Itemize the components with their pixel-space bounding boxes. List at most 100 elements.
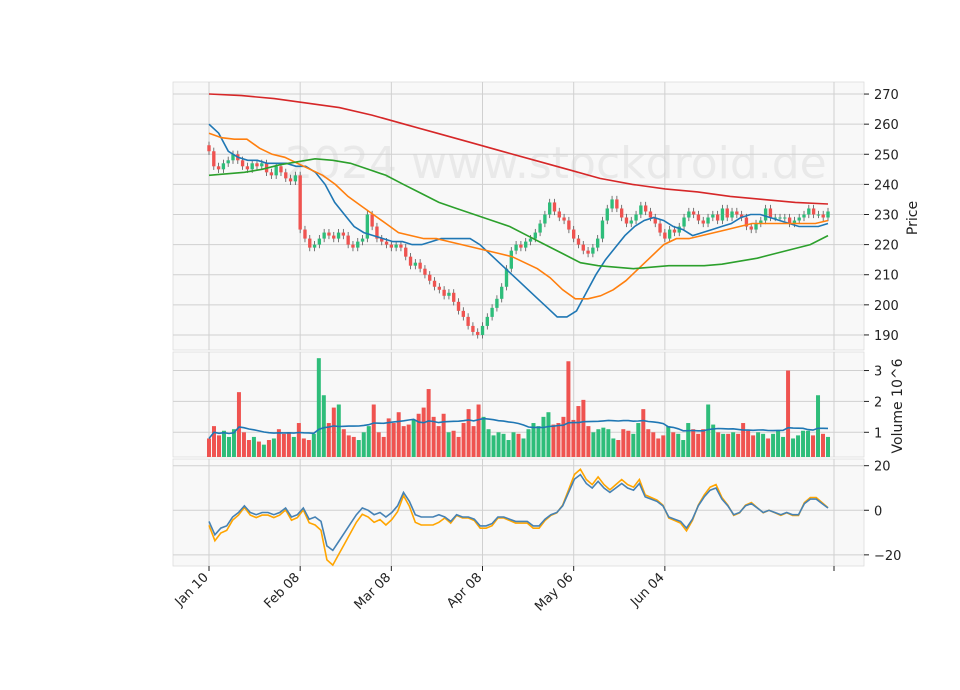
candle-body-119 <box>778 217 782 219</box>
candle-body-95 <box>663 232 667 239</box>
volume-bar-82 <box>616 440 621 457</box>
candle-body-82 <box>600 220 605 239</box>
volume-bar-117 <box>791 438 796 457</box>
candle-body-91 <box>643 205 648 212</box>
candle-body-70 <box>543 214 547 224</box>
volume-bar-19 <box>301 438 306 457</box>
volume-bar-84 <box>626 430 631 457</box>
volume-bar-66 <box>536 426 541 457</box>
y-tick-label-2: 3 <box>874 365 882 380</box>
volume-bar-123 <box>821 433 826 457</box>
candle-body-87 <box>624 217 629 224</box>
candle-body-36 <box>380 238 384 242</box>
volume-bar-124 <box>826 436 830 457</box>
candle-body-104 <box>706 217 710 224</box>
moving-averages <box>208 93 829 318</box>
volume-bar-17 <box>291 436 296 457</box>
candle-body-76 <box>572 229 576 239</box>
volume-bar-1 <box>211 426 216 457</box>
candle-body-11 <box>260 163 264 167</box>
candle-body-26 <box>332 235 336 239</box>
volume-bar-70 <box>556 423 561 457</box>
volume-bar-68 <box>546 412 551 457</box>
candle-body-113 <box>749 226 753 230</box>
y-tick-label-1: 2 <box>874 395 882 410</box>
candle-body-114 <box>754 223 758 230</box>
candle-body-54 <box>466 316 470 326</box>
candle-body-7 <box>240 160 245 167</box>
candle-body-49 <box>442 289 446 296</box>
volume-bar-64 <box>526 429 531 457</box>
volume-bar-35 <box>381 436 386 457</box>
candle-body-42 <box>408 256 413 266</box>
candle-body-8 <box>245 166 250 170</box>
volume-bar-93 <box>671 432 676 457</box>
volume-bar-33 <box>371 404 376 457</box>
candle-body-28 <box>341 232 346 236</box>
price-panel: 2024 www.stockdroid.de 190 200 210 220 230 24… <box>172 81 921 351</box>
watermark: 2024 www.stockdroid.de <box>285 138 827 189</box>
volume-bar-77 <box>591 432 596 457</box>
candle-body-108 <box>725 208 729 218</box>
y-tick-label-0: 1 <box>874 426 882 441</box>
volume-bar-42 <box>416 413 421 457</box>
volume-bar-85 <box>631 433 636 457</box>
volume-bar-57 <box>491 435 496 457</box>
moving-average-line-3 <box>208 93 829 205</box>
candle-body-105 <box>711 214 715 218</box>
volume-bar-18 <box>296 423 301 457</box>
volume-bar-122 <box>816 395 821 457</box>
volume-bar-53 <box>471 426 476 457</box>
candle-body-2 <box>216 166 221 170</box>
candle-body-1 <box>212 151 216 167</box>
candle-body-33 <box>365 214 370 239</box>
volume-bar-72 <box>566 361 571 457</box>
candle-body-101 <box>691 211 696 215</box>
y-tick-label-6: 250 <box>874 148 899 163</box>
volume-bar-23 <box>321 395 326 457</box>
volume-bar-62 <box>516 433 521 457</box>
volume-bar-48 <box>446 432 451 457</box>
volume-bar-96 <box>686 423 691 457</box>
candle-body-44 <box>418 262 422 269</box>
volume-bar-92 <box>666 426 671 457</box>
candle-body-10 <box>255 163 259 167</box>
volume-bar-116 <box>786 370 791 457</box>
volume-bar-52 <box>466 409 471 457</box>
candle-body-129 <box>826 211 830 218</box>
volume-bar-24 <box>326 423 331 457</box>
y-tick-label-1: 200 <box>874 299 899 314</box>
volume-bar-28 <box>346 435 351 457</box>
candle-body-74 <box>562 217 566 221</box>
volume-axis-title: Volume 10^6 <box>890 358 906 453</box>
volume-bar-74 <box>576 406 581 457</box>
volume-bar-3 <box>221 430 226 457</box>
volume-bar-31 <box>361 432 366 457</box>
volume-bar-97 <box>691 429 696 457</box>
candle-body-115 <box>759 220 763 224</box>
candle-body-68 <box>533 232 537 239</box>
volume-bar-0 <box>207 438 211 457</box>
candle-body-86 <box>619 208 624 218</box>
candle-body-88 <box>629 220 633 224</box>
candle-body-18 <box>293 175 298 182</box>
volume-bar-108 <box>746 430 751 457</box>
y-tick-label-2: 210 <box>874 269 899 284</box>
candle-body-40 <box>399 244 403 248</box>
candle-body-3 <box>221 163 226 170</box>
candle-body-52 <box>456 301 461 311</box>
volume-bar-41 <box>411 419 416 457</box>
price-grid <box>173 82 864 350</box>
candle-body-38 <box>389 244 394 248</box>
volume-bar-54 <box>476 404 481 457</box>
volume-bar-69 <box>551 424 556 457</box>
candle-body-37 <box>384 241 389 245</box>
candle-body-107 <box>720 208 725 221</box>
candle-body-97 <box>672 229 677 233</box>
candle-body-41 <box>404 247 408 257</box>
candle-body-111 <box>739 214 744 218</box>
y-tick-label-0: 190 <box>874 329 899 344</box>
candle-body-22 <box>312 244 317 248</box>
candle-body-103 <box>701 220 705 224</box>
candle-body-122 <box>792 220 797 224</box>
